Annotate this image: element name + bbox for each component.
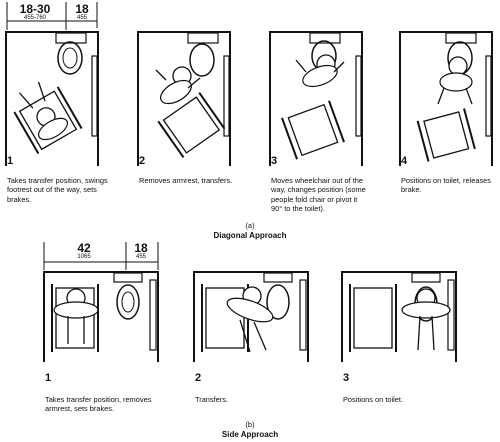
step-number: 1	[45, 372, 52, 384]
step-caption-diagonal-3: Moves wheelchair out of the way, changes…	[271, 176, 366, 214]
step-number: 1	[7, 155, 14, 167]
dimension-metric: 1065	[77, 254, 91, 260]
caption-line: Positions on toilet, releases	[401, 176, 491, 185]
caption-line: brakes.	[7, 194, 32, 204]
dimension-value: 42	[77, 241, 91, 255]
caption-line: brake.	[401, 185, 422, 195]
section-title: Diagonal Approach	[213, 231, 287, 240]
caption-line: footrest out of the way, sets	[7, 185, 97, 195]
caption-line: armrest, sets brakes.	[45, 404, 114, 414]
step-caption-diagonal-1: Takes transfer position, swings footrest…	[7, 176, 108, 204]
diagram-panel-side-1	[43, 271, 159, 362]
caption-line: people fold chair or pivot it	[271, 194, 358, 204]
diagram-panel-side-3	[341, 271, 457, 362]
dimension-value: 18	[134, 241, 148, 255]
step-number: 2	[195, 372, 202, 384]
caption-line: Removes armrest, transfers.	[139, 176, 233, 185]
step-caption-side-3: Positions on toilet.	[343, 395, 403, 404]
caption-line: Positions on toilet.	[343, 395, 403, 404]
diagram-panel-side-2	[193, 271, 309, 362]
dimension-value: 18	[75, 2, 89, 16]
caption-line: Moves wheelchair out of the	[271, 176, 364, 185]
step-number: 2	[139, 155, 146, 167]
section-label: (b)	[245, 420, 255, 429]
section-label: (a)	[245, 221, 255, 230]
step-caption-side-1: Takes transfer position, removes armrest…	[45, 395, 151, 414]
step-caption-side-2: Transfers.	[195, 395, 228, 404]
dimension-metric: 455	[76, 15, 87, 21]
dimension-lines	[6, 2, 98, 30]
step-number: 4	[401, 155, 408, 167]
diagram-panel-diagonal-1	[5, 31, 99, 166]
dimension-metric: 455	[135, 254, 146, 260]
caption-line: Transfers.	[195, 395, 228, 404]
caption-line: Takes transfer position, removes	[45, 395, 152, 404]
diagram-panel-diagonal-2	[137, 31, 231, 166]
caption-line: Takes transfer position, swings	[7, 176, 108, 185]
step-number: 3	[343, 372, 350, 384]
dimension-metric: 455-760	[23, 15, 47, 21]
step-number: 3	[271, 155, 278, 167]
diagram-panel-diagonal-3	[269, 31, 363, 166]
section-title: Side Approach	[221, 430, 279, 439]
dimension-lines	[43, 242, 159, 270]
diagram-panel-diagonal-4	[399, 31, 493, 166]
step-caption-diagonal-2: Removes armrest, transfers.	[139, 176, 232, 185]
step-caption-diagonal-4: Positions on toilet, releases brake.	[401, 176, 491, 195]
caption-line: way, changes position (some	[271, 185, 366, 195]
dimension-value: 18-30	[19, 2, 51, 16]
caption-line: 90° to the toilet).	[271, 204, 325, 214]
